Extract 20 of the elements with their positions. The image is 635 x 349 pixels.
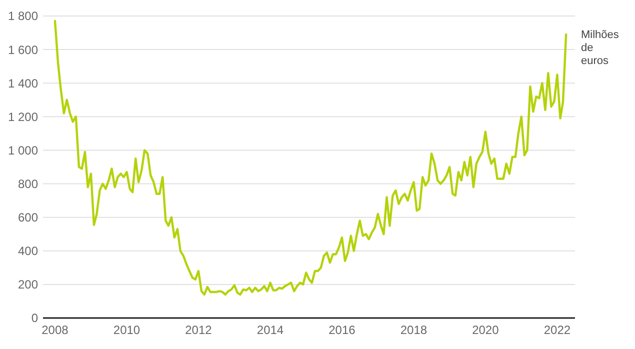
y-tick-label: 1 200: [8, 110, 38, 124]
x-tick-label: 2022: [544, 323, 571, 337]
y-tick-label: 800: [18, 176, 38, 191]
x-tick-label: 2018: [400, 323, 428, 337]
x-tick-label: 2010: [113, 323, 140, 337]
line-series: [54, 20, 568, 296]
y-tick-label: 1 400: [8, 76, 38, 90]
y-tick-label: 1 600: [8, 42, 38, 57]
y-tick-label: 200: [18, 278, 38, 292]
x-tick-label: 2016: [328, 323, 356, 337]
y-tick-label: 1 000: [8, 143, 38, 158]
x-tick-label: 2008: [42, 323, 69, 337]
y-tick-label: 0: [31, 311, 38, 326]
x-tick-label: 2014: [256, 323, 284, 337]
x-tick-label: 2020: [472, 323, 500, 337]
y-tick-label: 400: [18, 244, 38, 258]
y-axis-title: Milhões de euros: [581, 29, 620, 67]
y-tick-label: 600: [18, 210, 38, 225]
x-tick-label: 2012: [185, 323, 212, 337]
y-tick-label: 1 800: [8, 9, 38, 24]
